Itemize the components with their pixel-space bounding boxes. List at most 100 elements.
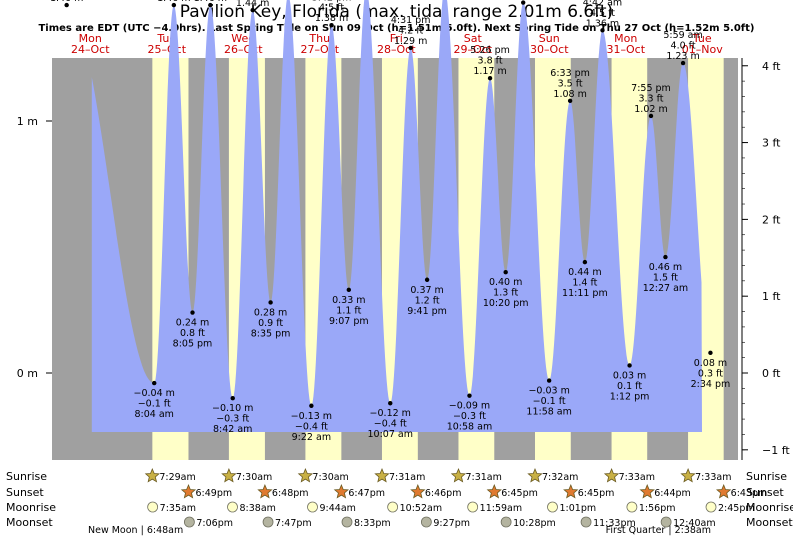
day-name-label: Mon <box>614 32 637 45</box>
moonrise-icon <box>387 501 399 513</box>
moonset-icon <box>660 516 672 528</box>
day-date-label: 26–Oct <box>224 43 263 56</box>
tide-label: 1.23 m <box>666 51 699 62</box>
sunrise-icon <box>297 467 314 483</box>
moonset-icon <box>262 516 274 528</box>
tide-label: 9:41 pm <box>407 306 447 317</box>
tide-label: 1.44 m <box>236 0 269 9</box>
sunset-time: 6:45pm <box>578 488 615 499</box>
low-tide-point <box>467 393 472 398</box>
sunset-time: 6:45pm <box>501 488 538 499</box>
low-tide-point <box>230 396 235 401</box>
tide-label: 1.5 ft <box>653 273 678 284</box>
tide-curve <box>91 0 702 432</box>
high-tide-point <box>408 45 413 51</box>
tide-label: 4.2 ft <box>398 25 423 36</box>
tide-label: −0.12 m <box>370 408 411 419</box>
moonset-icon <box>341 516 353 528</box>
moonset-time: 7:47pm <box>275 518 312 529</box>
tide-label: 0.33 m <box>332 295 365 306</box>
sunset-icon <box>563 483 579 499</box>
tide-label: −0.4 ft <box>295 421 328 432</box>
low-tide-point <box>309 403 314 408</box>
tide-label: 10:58 am <box>447 422 492 433</box>
tide-label: 2:34 pm <box>691 379 731 390</box>
tide-label: 5:26 pm <box>470 45 510 56</box>
low-tide-point <box>582 259 588 265</box>
tide-label: 0.24 m <box>176 318 209 329</box>
high-tide-point <box>250 7 255 13</box>
tide-label: 9:07 pm <box>329 316 369 327</box>
y-tick-label-ft: 1 ft <box>762 290 781 303</box>
tide-label: 1.08 m <box>553 89 586 100</box>
tide-label: 12:27 am <box>643 283 688 294</box>
astro-row-label-left: Sunrise <box>6 470 47 483</box>
moonrise-icon <box>147 501 159 513</box>
tide-label: 0.28 m <box>254 307 287 318</box>
tide-label: −0.04 m <box>134 388 175 399</box>
tide-label: 1.3 ft <box>493 288 518 299</box>
moonrise-time: 1:01pm <box>560 503 597 514</box>
tide-labels: 2:14 pm4.8 ft1.46 m−0.04 m−0.1 ft8:04 am… <box>50 0 731 443</box>
moonrise-time: 7:35am <box>160 503 196 514</box>
moonrise-icon <box>705 501 717 513</box>
day-name-label: Sat <box>464 32 483 45</box>
moon-phase-new: New Moon | 6:48am <box>88 525 183 536</box>
tide-label: 11:58 am <box>526 407 571 418</box>
day-date-label: 24–Oct <box>71 43 110 56</box>
astro-row-label-left: Moonrise <box>6 501 56 514</box>
tide-area <box>91 0 702 432</box>
moonrise-icon <box>547 501 558 513</box>
tide-label: 8:35 pm <box>251 328 291 339</box>
sunrise-time: 7:30am <box>312 472 348 483</box>
high-tide-point <box>521 0 526 5</box>
day-date-label: 28–Oct <box>377 43 416 56</box>
moon-phase-first-quarter: First Quarter | 2:38am <box>606 525 711 536</box>
day-date-label: 29–Oct <box>453 43 492 56</box>
tide-label: 3.8 ft <box>478 56 503 67</box>
sunrise-icon <box>680 467 696 483</box>
tide-label: 0.1 ft <box>617 381 642 392</box>
moonset-time: 12:40am <box>673 518 715 529</box>
tide-label: −0.3 ft <box>453 411 486 422</box>
moonset-icon <box>420 516 432 528</box>
low-tide-point <box>663 254 668 260</box>
low-tide-point <box>708 350 713 356</box>
tide-label: 8:05 pm <box>173 339 213 350</box>
tide-label: 3:42 pm <box>312 0 352 3</box>
tide-label: 3.5 ft <box>558 78 583 89</box>
moonset-time: 9:27pm <box>433 518 470 529</box>
high-tide-point <box>208 2 213 8</box>
tide-label: 1.02 m <box>634 104 667 115</box>
day-date-label: 31–Oct <box>606 43 645 56</box>
high-tide-point <box>600 28 605 33</box>
sunrise-time: 7:32am <box>542 472 578 483</box>
tide-label: 0.40 m <box>489 277 522 288</box>
moonset-icon <box>500 516 512 528</box>
moonset-time: 10:28pm <box>513 518 556 529</box>
sunset-time: 6:48pm <box>272 488 309 499</box>
sunrise-time: 7:33am <box>695 472 731 483</box>
tide-label: 11:11 pm <box>562 288 608 299</box>
moonset-time: 7:06pm <box>196 518 233 529</box>
tide-label: 1.47 m <box>506 0 539 2</box>
day-date-label: 25–Oct <box>147 43 186 56</box>
tide-label: 10:07 am <box>368 429 413 440</box>
tide-label: 9:22 am <box>292 432 331 443</box>
tide-label: 0.03 m <box>613 370 646 381</box>
astro-row-label-right: Sunrise <box>746 470 787 483</box>
low-tide-point <box>190 310 195 315</box>
tide-label: 1.46 m <box>157 0 190 4</box>
sunset-time: 6:49pm <box>195 488 232 499</box>
sunset-icon <box>410 483 426 499</box>
sunrise-time: 7:29am <box>159 472 195 483</box>
day-date-label: 01–Nov <box>682 43 723 56</box>
sunrise-time: 7:31am <box>389 472 425 483</box>
tide-label: 4.0 ft <box>671 41 696 52</box>
tide-label: 8:42 am <box>213 424 252 435</box>
sunset-time: 6:46pm <box>425 488 462 499</box>
tide-label: 1.38 m <box>315 13 348 24</box>
tide-label: 0.3 ft <box>698 368 723 379</box>
low-tide-point <box>388 401 393 406</box>
sunrise-icon <box>221 467 237 483</box>
